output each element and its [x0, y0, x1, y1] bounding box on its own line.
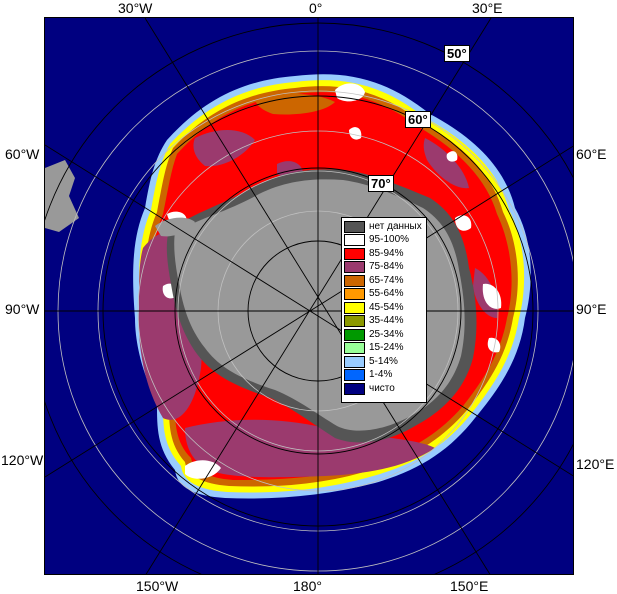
concentration-legend: нет данных 95-100% 85-94% 75-84% 65-74% 55-64…	[341, 217, 427, 403]
map-canvas	[45, 18, 573, 574]
legend-label: 35-44%	[369, 315, 404, 327]
legend-item: 45-54%	[344, 301, 424, 315]
legend-item: 15-24%	[344, 342, 424, 356]
legend-swatch	[344, 342, 365, 355]
legend-label: 75-84%	[369, 261, 404, 273]
lon-label-60e: 60°E	[576, 146, 607, 162]
lat-label-60: 60°	[405, 111, 431, 128]
sea-ice-map	[44, 17, 574, 575]
legend-label: нет данных	[369, 220, 422, 232]
legend-item: чисто	[344, 382, 424, 396]
legend-swatch	[344, 369, 365, 382]
legend-swatch	[344, 328, 365, 341]
lon-label-90w: 90°W	[5, 301, 40, 317]
lat-label-50: 50°	[444, 45, 470, 62]
lon-label-60w: 60°W	[5, 146, 40, 162]
legend-swatch	[344, 288, 365, 301]
legend-swatch	[344, 261, 365, 274]
legend-swatch	[344, 315, 365, 328]
legend-label: 1-4%	[369, 369, 393, 381]
legend-item: 65-74%	[344, 274, 424, 288]
legend-item: 5-14%	[344, 355, 424, 369]
legend-swatch	[344, 274, 365, 287]
lon-label-120w: 120°W	[1, 452, 44, 468]
legend-label: 5-14%	[369, 355, 398, 367]
legend-item: 75-84%	[344, 261, 424, 275]
lon-label-0: 0°	[309, 0, 323, 16]
legend-swatch	[344, 247, 365, 260]
lon-label-120e: 120°E	[576, 456, 615, 472]
graticule	[45, 18, 573, 574]
legend-label: чисто	[369, 382, 395, 394]
legend-label: 15-24%	[369, 342, 404, 354]
legend-item: 1-4%	[344, 369, 424, 383]
lon-label-90e: 90°E	[576, 301, 607, 317]
legend-item: 25-34%	[344, 328, 424, 342]
legend-swatch	[344, 220, 365, 233]
lon-label-150w: 150°W	[136, 578, 179, 594]
legend-label: 85-94%	[369, 247, 404, 259]
legend-item: 85-94%	[344, 247, 424, 261]
legend-swatch	[344, 301, 365, 314]
legend-swatch	[344, 234, 365, 247]
legend-label: 95-100%	[369, 234, 410, 246]
legend-item: нет данных	[344, 220, 424, 234]
lon-label-150e: 150°E	[450, 578, 489, 594]
legend-item: 35-44%	[344, 315, 424, 329]
legend-item: 95-100%	[344, 234, 424, 248]
legend-label: 45-54%	[369, 301, 404, 313]
lon-label-180: 180°	[293, 578, 322, 594]
legend-swatch	[344, 382, 365, 395]
legend-swatch	[344, 355, 365, 368]
lat-label-70: 70°	[368, 175, 394, 192]
legend-label: 55-64%	[369, 288, 404, 300]
lon-label-30e: 30°E	[472, 0, 503, 16]
antarctic-peninsula	[155, 217, 195, 237]
legend-label: 25-34%	[369, 328, 404, 340]
legend-item: 55-64%	[344, 288, 424, 302]
south-america-land	[45, 160, 79, 232]
legend-label: 65-74%	[369, 274, 404, 286]
lon-label-30w: 30°W	[118, 0, 153, 16]
